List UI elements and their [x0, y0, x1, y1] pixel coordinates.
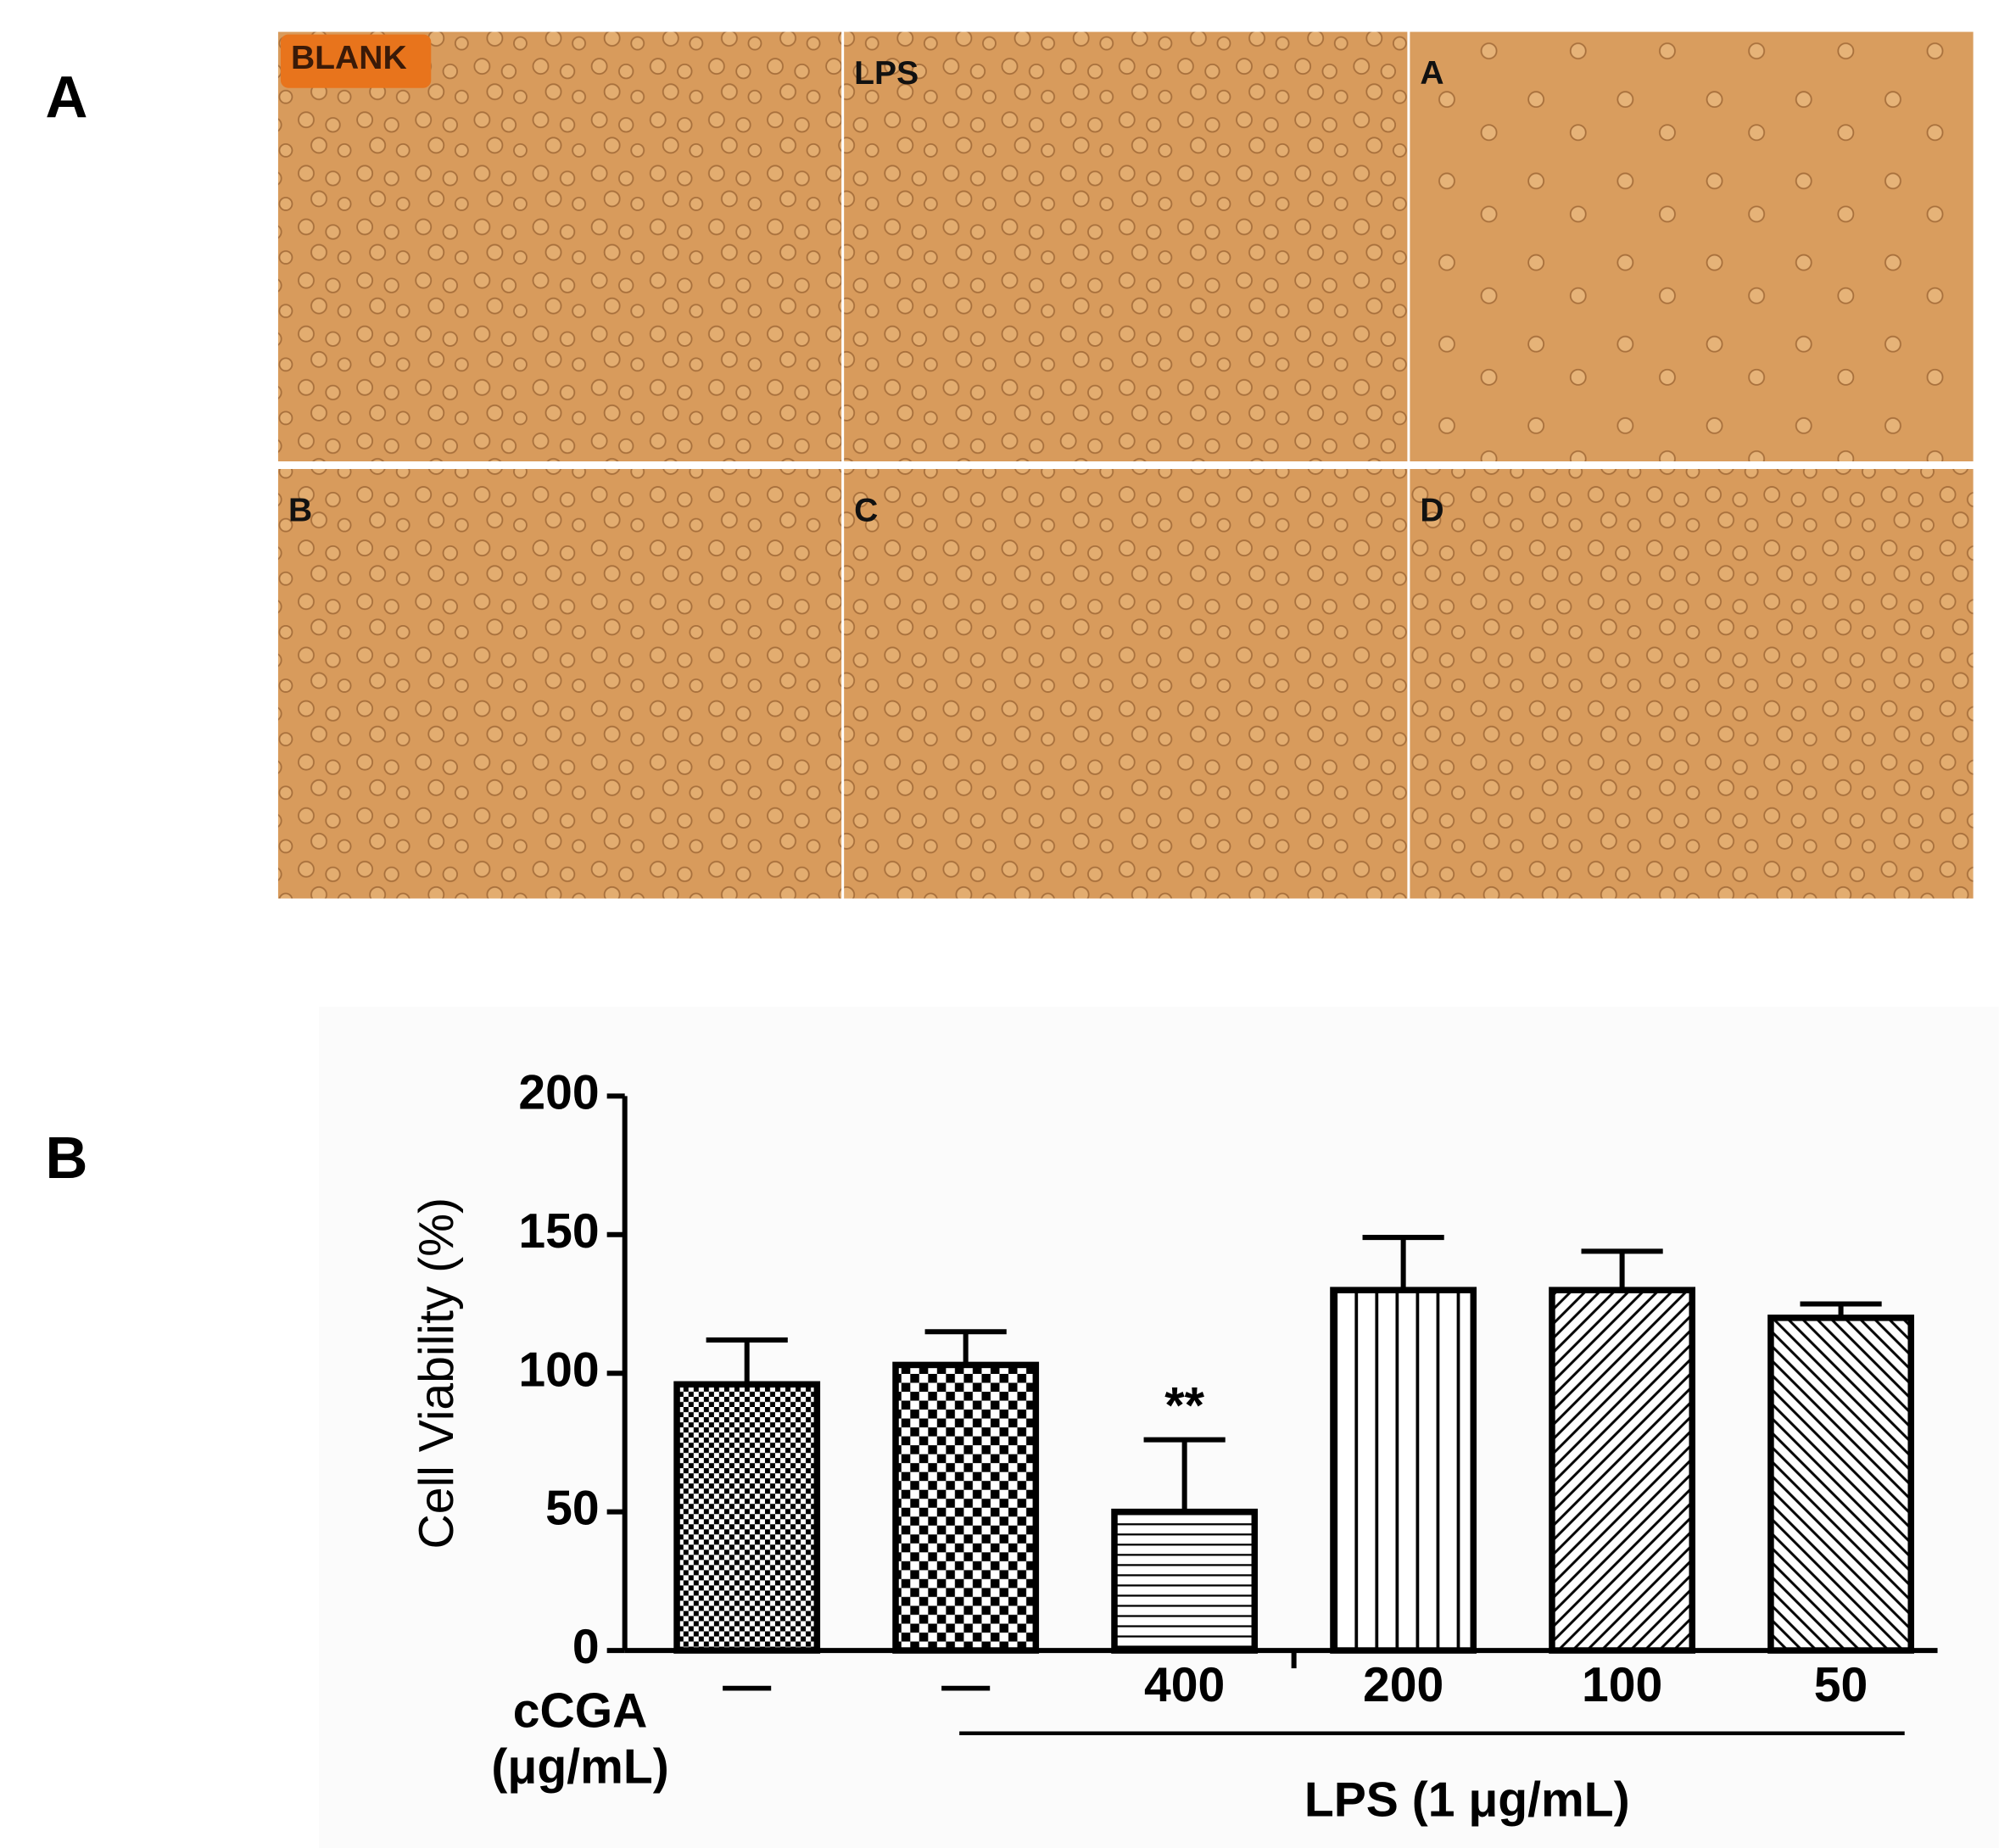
micrograph-label: LPS — [854, 55, 919, 92]
significance: ** — [1164, 1376, 1204, 1433]
micrograph — [844, 31, 1408, 461]
group-label: LPS (1 μg/mL) — [1304, 1773, 1630, 1827]
bar — [1767, 1315, 1914, 1654]
x-tick-label: 50 — [1814, 1658, 1868, 1712]
micrograph — [1410, 469, 1974, 899]
x-tick-label: 200 — [1363, 1658, 1443, 1712]
x-axis-label: (μg/mL) — [491, 1739, 668, 1794]
bar-chart: 0 50 100 150 200 Cell Viability (%) — — 400 200 10… — [410, 1065, 1938, 1827]
bar — [1549, 1287, 1696, 1654]
bar — [1111, 1508, 1259, 1654]
x-axis-label: cCGA — [513, 1683, 648, 1738]
panel-label: A — [46, 64, 88, 130]
x-tick-label: 100 — [1582, 1658, 1662, 1712]
y-tick-label: 50 — [545, 1482, 600, 1536]
micrograph-label: C — [854, 492, 878, 528]
x-tick-label: — — [723, 1658, 772, 1712]
bar — [1330, 1287, 1477, 1654]
y-tick-label: 100 — [518, 1343, 599, 1397]
label-highlight — [280, 34, 432, 88]
micrograph — [1410, 31, 1974, 461]
y-tick-label: 150 — [518, 1204, 599, 1259]
y-tick-label: 0 — [572, 1620, 600, 1674]
micrograph — [844, 469, 1408, 899]
micrograph-label: B — [288, 492, 312, 528]
bar — [892, 1361, 1040, 1654]
micrograph-label: D — [1420, 492, 1443, 528]
micrograph — [277, 469, 842, 899]
chart-background — [319, 1007, 1999, 1848]
micrograph-label: A — [1420, 55, 1443, 92]
micrograph — [277, 31, 842, 461]
panel-label: B — [46, 1125, 88, 1191]
micrograph-label: BLANK — [291, 40, 407, 76]
x-tick-label: — — [941, 1658, 991, 1712]
y-tick-label: 200 — [518, 1065, 599, 1119]
y-axis-label: Cell Viability (%) — [410, 1198, 464, 1549]
x-tick-label: 400 — [1144, 1658, 1225, 1712]
bar — [673, 1381, 821, 1654]
micrograph-grid: BLANK LPS A B C D — [277, 31, 1974, 899]
